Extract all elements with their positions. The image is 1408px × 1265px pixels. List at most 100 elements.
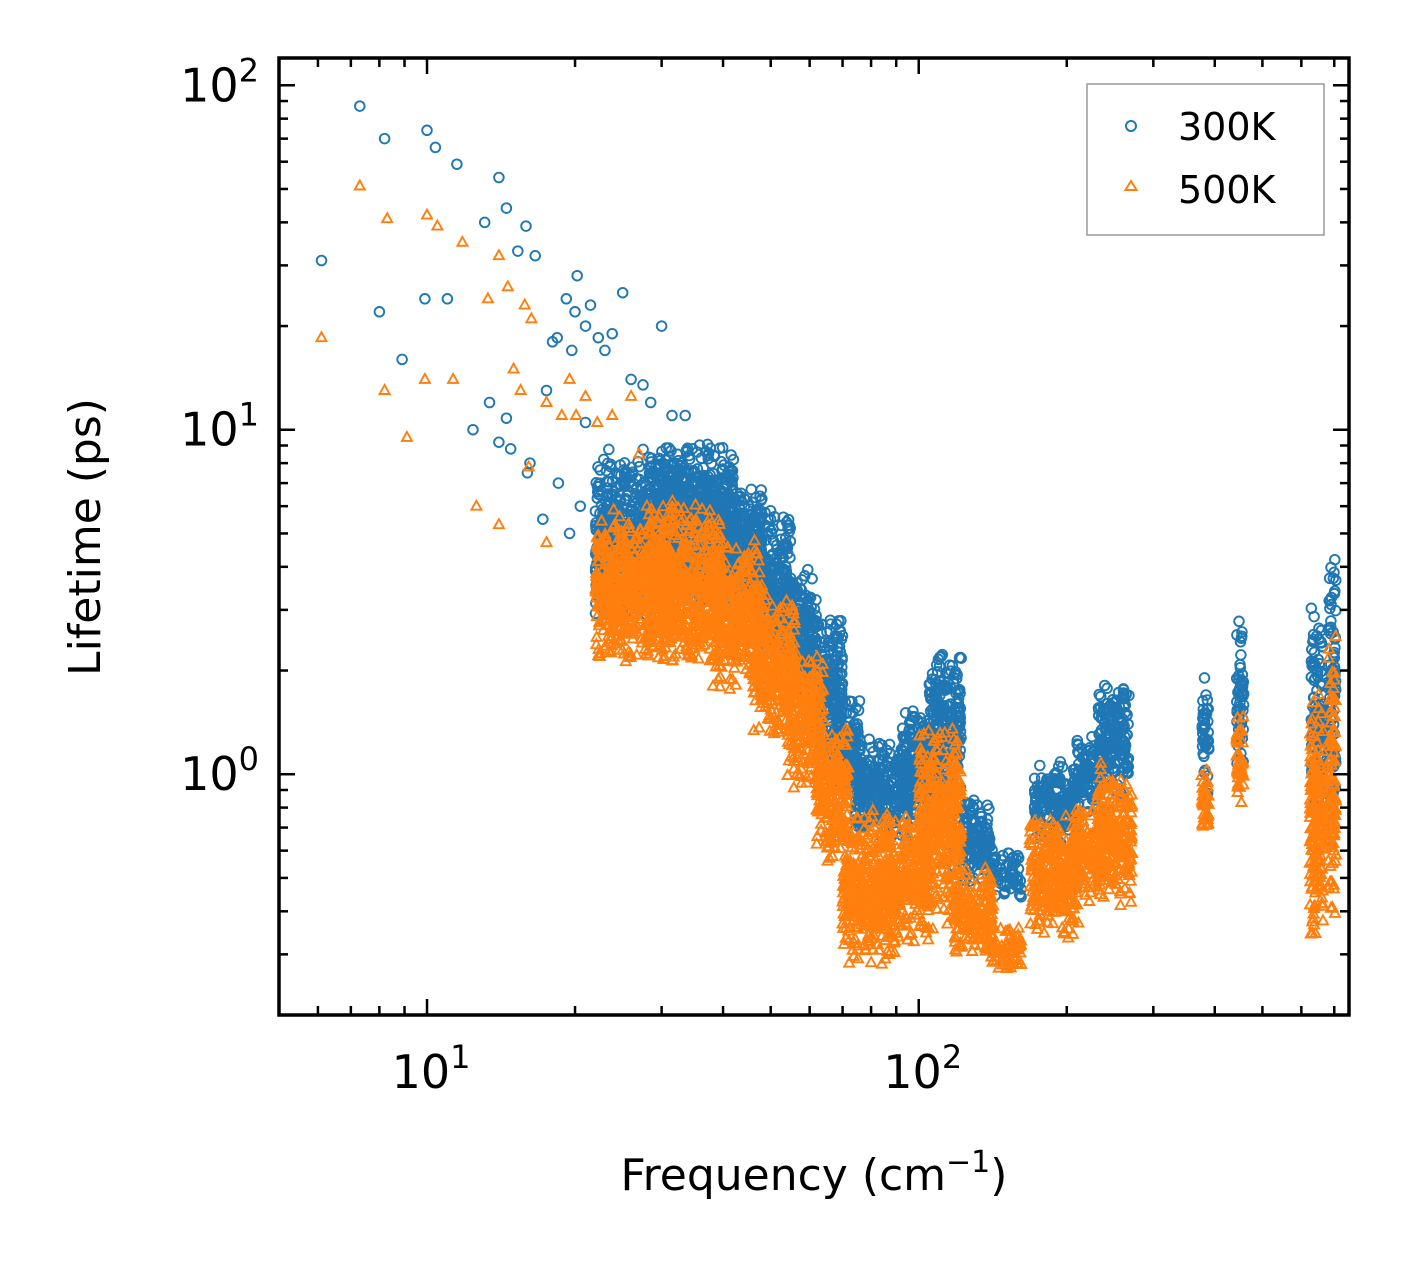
data-point bbox=[676, 457, 688, 469]
data-point bbox=[830, 651, 842, 663]
data-point bbox=[654, 460, 667, 472]
data-point bbox=[931, 712, 943, 724]
data-point bbox=[634, 490, 646, 503]
data-point bbox=[770, 539, 783, 551]
data-point bbox=[626, 503, 639, 516]
data-point bbox=[721, 480, 733, 493]
data-point bbox=[855, 778, 867, 790]
data-point bbox=[898, 774, 910, 787]
data-point bbox=[590, 477, 602, 489]
data-point bbox=[746, 496, 759, 509]
data-point bbox=[897, 732, 910, 744]
data-point bbox=[896, 744, 908, 756]
data-point bbox=[713, 442, 726, 455]
data-point bbox=[688, 495, 701, 508]
data-point bbox=[824, 697, 837, 710]
data-point bbox=[830, 655, 842, 667]
data-point bbox=[907, 705, 919, 717]
data-point bbox=[827, 636, 839, 648]
data-point bbox=[936, 680, 949, 692]
data-point bbox=[789, 590, 801, 603]
data-point bbox=[849, 754, 862, 767]
data-point bbox=[909, 711, 921, 724]
data-point bbox=[799, 605, 811, 618]
data-point bbox=[692, 485, 704, 497]
data-point bbox=[704, 482, 717, 495]
data-point bbox=[731, 487, 743, 499]
data-point bbox=[802, 563, 814, 576]
data-point bbox=[831, 689, 844, 702]
data-point bbox=[804, 623, 817, 636]
data-point bbox=[765, 524, 777, 537]
data-point bbox=[834, 625, 846, 638]
data-point bbox=[605, 490, 618, 502]
data-point bbox=[725, 501, 738, 513]
data-point bbox=[863, 733, 875, 746]
data-point bbox=[708, 450, 721, 462]
data-point bbox=[644, 461, 656, 474]
data-point bbox=[847, 706, 859, 719]
data-point bbox=[694, 474, 707, 486]
data-point bbox=[727, 453, 740, 466]
data-point bbox=[945, 665, 957, 677]
data-point bbox=[824, 614, 837, 626]
data-point bbox=[815, 626, 827, 639]
data-point bbox=[786, 577, 798, 589]
data-point bbox=[869, 772, 882, 784]
data-point bbox=[592, 461, 604, 473]
data-point bbox=[846, 695, 858, 708]
data-point bbox=[693, 439, 706, 451]
data-point bbox=[601, 475, 613, 488]
data-point bbox=[934, 651, 946, 663]
data-point bbox=[745, 483, 758, 496]
data-point bbox=[702, 447, 715, 459]
data-point bbox=[914, 712, 927, 724]
data-point bbox=[624, 476, 636, 488]
data-point bbox=[938, 682, 951, 694]
data-point bbox=[825, 618, 837, 630]
data-point bbox=[742, 512, 754, 525]
data-point bbox=[681, 442, 694, 455]
data-point bbox=[688, 467, 701, 479]
data-point bbox=[889, 789, 901, 802]
data-point bbox=[759, 506, 771, 519]
data-point bbox=[874, 763, 887, 776]
data-point bbox=[747, 512, 759, 524]
data-point bbox=[604, 460, 617, 473]
data-point bbox=[858, 772, 871, 784]
data-point bbox=[625, 461, 638, 474]
data-point bbox=[851, 718, 863, 730]
data-point bbox=[756, 493, 768, 505]
data-point bbox=[762, 513, 774, 526]
data-point bbox=[734, 534, 747, 546]
data-point bbox=[642, 483, 654, 496]
data-point bbox=[861, 791, 873, 803]
data-point bbox=[782, 513, 795, 526]
data-point bbox=[903, 797, 916, 809]
data-point bbox=[854, 739, 867, 752]
data-point bbox=[683, 449, 695, 462]
data-point bbox=[626, 468, 639, 481]
data-point bbox=[770, 594, 782, 607]
data-point bbox=[649, 480, 661, 493]
data-point bbox=[772, 546, 785, 559]
data-point bbox=[767, 582, 779, 595]
data-point bbox=[833, 674, 846, 687]
data-point bbox=[869, 763, 881, 776]
data-point bbox=[705, 477, 717, 489]
data-point bbox=[836, 654, 848, 666]
data-point bbox=[924, 677, 937, 690]
data-point bbox=[872, 741, 885, 753]
data-point bbox=[705, 457, 718, 470]
data-point bbox=[761, 527, 774, 539]
data-point bbox=[669, 474, 682, 487]
data-point bbox=[773, 571, 785, 584]
data-point bbox=[882, 792, 894, 805]
data-point bbox=[873, 753, 886, 765]
data-point bbox=[840, 707, 852, 720]
data-point bbox=[796, 574, 808, 586]
data-point bbox=[612, 468, 625, 481]
data-point bbox=[594, 464, 606, 476]
data-point bbox=[615, 480, 627, 492]
